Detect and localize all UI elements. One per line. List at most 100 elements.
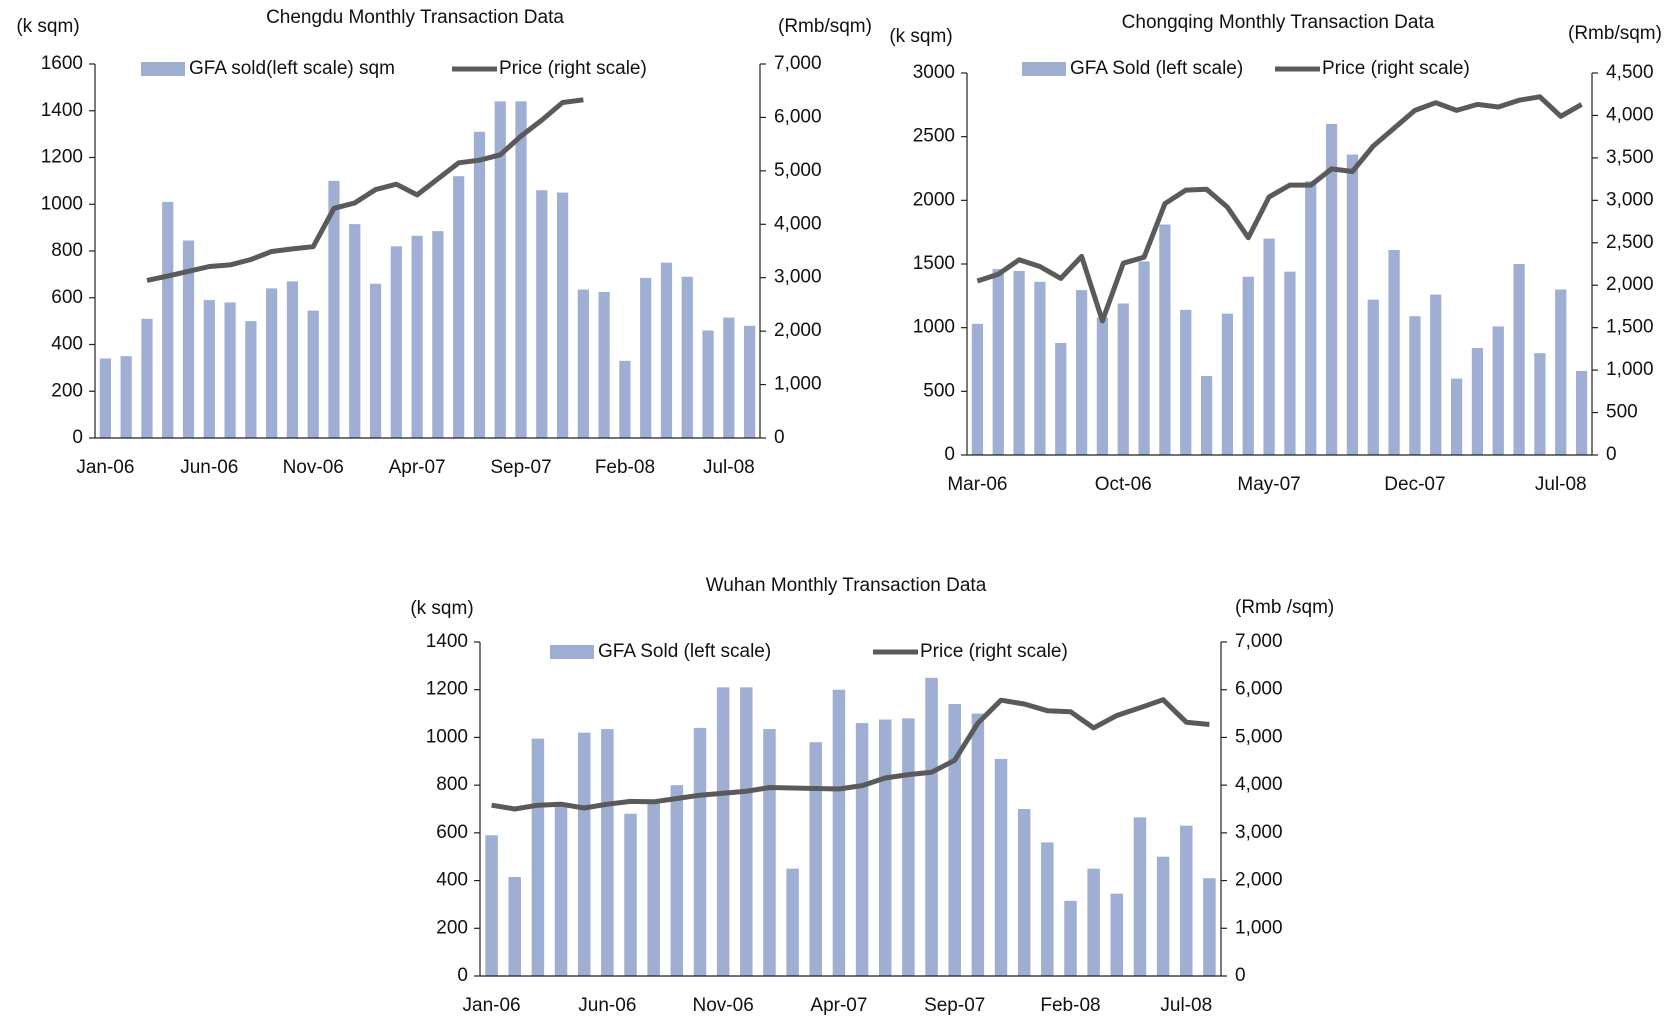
bar: [1013, 271, 1025, 455]
x-tick-label: Apr-07: [389, 457, 446, 478]
y-tick-label: 1000: [913, 317, 955, 338]
bar: [1087, 868, 1100, 976]
y-tick-label: 1200: [426, 679, 468, 700]
y-tick-label: 200: [51, 380, 83, 401]
x-tick-label: Nov-06: [283, 457, 344, 478]
y-tick-label: 1400: [426, 631, 468, 652]
bar: [925, 677, 938, 976]
legend-swatch: [550, 645, 594, 659]
x-tick-label: Sep-07: [490, 457, 551, 478]
bar: [286, 281, 299, 438]
bar: [120, 356, 132, 438]
legend-label: Price (right scale): [499, 58, 647, 79]
bar: [515, 101, 527, 439]
bar: [328, 180, 340, 438]
bar: [99, 358, 112, 438]
bar: [693, 727, 707, 976]
x-tick-label: Jul-08: [1535, 474, 1587, 495]
bar: [702, 330, 714, 438]
bar: [1305, 181, 1317, 455]
bar: [369, 283, 382, 438]
chart-title: Chongqing Monthly Transaction Data: [1122, 12, 1435, 33]
bar: [809, 742, 823, 976]
y2-tick-label: 6,000: [1235, 679, 1283, 700]
bar: [1200, 376, 1213, 455]
y-tick-label: 0: [72, 427, 83, 448]
bar: [1367, 299, 1379, 455]
x-tick-label: Jan-06: [76, 457, 134, 478]
chart-title: Wuhan Monthly Transaction Data: [706, 575, 987, 596]
y-tick-label: 0: [457, 965, 468, 986]
y-tick-label: 600: [436, 822, 468, 843]
y2-tick-label: 0: [1606, 444, 1617, 465]
legend-swatch: [1022, 62, 1066, 76]
y-tick-label: 400: [436, 870, 468, 891]
y2-tick-label: 1,000: [1606, 359, 1654, 380]
bar: [162, 201, 174, 438]
price-line: [976, 94, 1583, 324]
legend-label: Price (right scale): [1322, 58, 1470, 79]
y2-tick-label: 500: [1606, 402, 1638, 423]
y2-axis-label: (Rmb /sqm): [1235, 597, 1334, 618]
y2-tick-label: 1,500: [1606, 317, 1654, 338]
x-tick-label: May-07: [1237, 474, 1300, 495]
x-tick-label: Feb-08: [1040, 995, 1100, 1016]
bar: [624, 813, 637, 976]
bar: [1534, 353, 1546, 455]
bar: [485, 835, 498, 976]
bar: [182, 240, 195, 438]
x-tick-label: Jul-08: [1160, 995, 1212, 1016]
bar: [141, 318, 153, 438]
y-tick-label: 1000: [41, 193, 83, 214]
bar: [473, 131, 486, 438]
y2-tick-label: 4,000: [1606, 104, 1654, 125]
x-tick-label: Nov-06: [693, 995, 754, 1016]
y2-tick-label: 2,500: [1606, 232, 1654, 253]
bar: [598, 291, 610, 438]
bar: [1055, 342, 1067, 455]
y2-axis-label: (Rmb/sqm): [1568, 23, 1662, 44]
bar: [1180, 309, 1192, 455]
bar: [1203, 878, 1216, 976]
bar: [1284, 271, 1296, 455]
y-tick-label: 1400: [41, 100, 83, 121]
bar: [1117, 303, 1129, 455]
x-tick-label: Dec-07: [1384, 474, 1445, 495]
bar: [971, 323, 984, 455]
y2-tick-label: 5,000: [774, 160, 822, 181]
y2-tick-label: 2,000: [1606, 274, 1654, 295]
y2-tick-label: 7,000: [774, 53, 822, 74]
x-tick-label: Oct-06: [1095, 474, 1152, 495]
bar: [670, 785, 684, 976]
bar: [878, 719, 892, 976]
y-axis-label: (k sqm): [889, 26, 952, 47]
y2-tick-label: 4,500: [1606, 62, 1654, 83]
bar: [640, 277, 652, 438]
bar: [494, 101, 506, 439]
y2-tick-label: 4,000: [774, 213, 822, 234]
bar: [1263, 238, 1275, 455]
y2-tick-label: 1,000: [1235, 917, 1283, 938]
bar: [992, 269, 1004, 455]
y-tick-label: 800: [436, 774, 468, 795]
bar: [432, 231, 444, 438]
bar: [1159, 224, 1171, 455]
bar: [411, 235, 423, 438]
y-tick-label: 200: [436, 917, 468, 938]
bar: [203, 300, 215, 438]
bar: [577, 732, 591, 976]
bar: [245, 321, 257, 438]
x-tick-label: Mar-06: [947, 474, 1007, 495]
bar: [1513, 264, 1525, 455]
bar: [531, 738, 545, 976]
bar: [453, 176, 465, 438]
y-tick-label: 1600: [41, 53, 83, 74]
bar: [224, 302, 236, 438]
bar: [1017, 809, 1031, 976]
bar: [554, 804, 568, 976]
bar: [556, 192, 569, 438]
bar: [948, 704, 961, 976]
bar: [1180, 825, 1193, 976]
y2-tick-label: 4,000: [1235, 774, 1283, 795]
